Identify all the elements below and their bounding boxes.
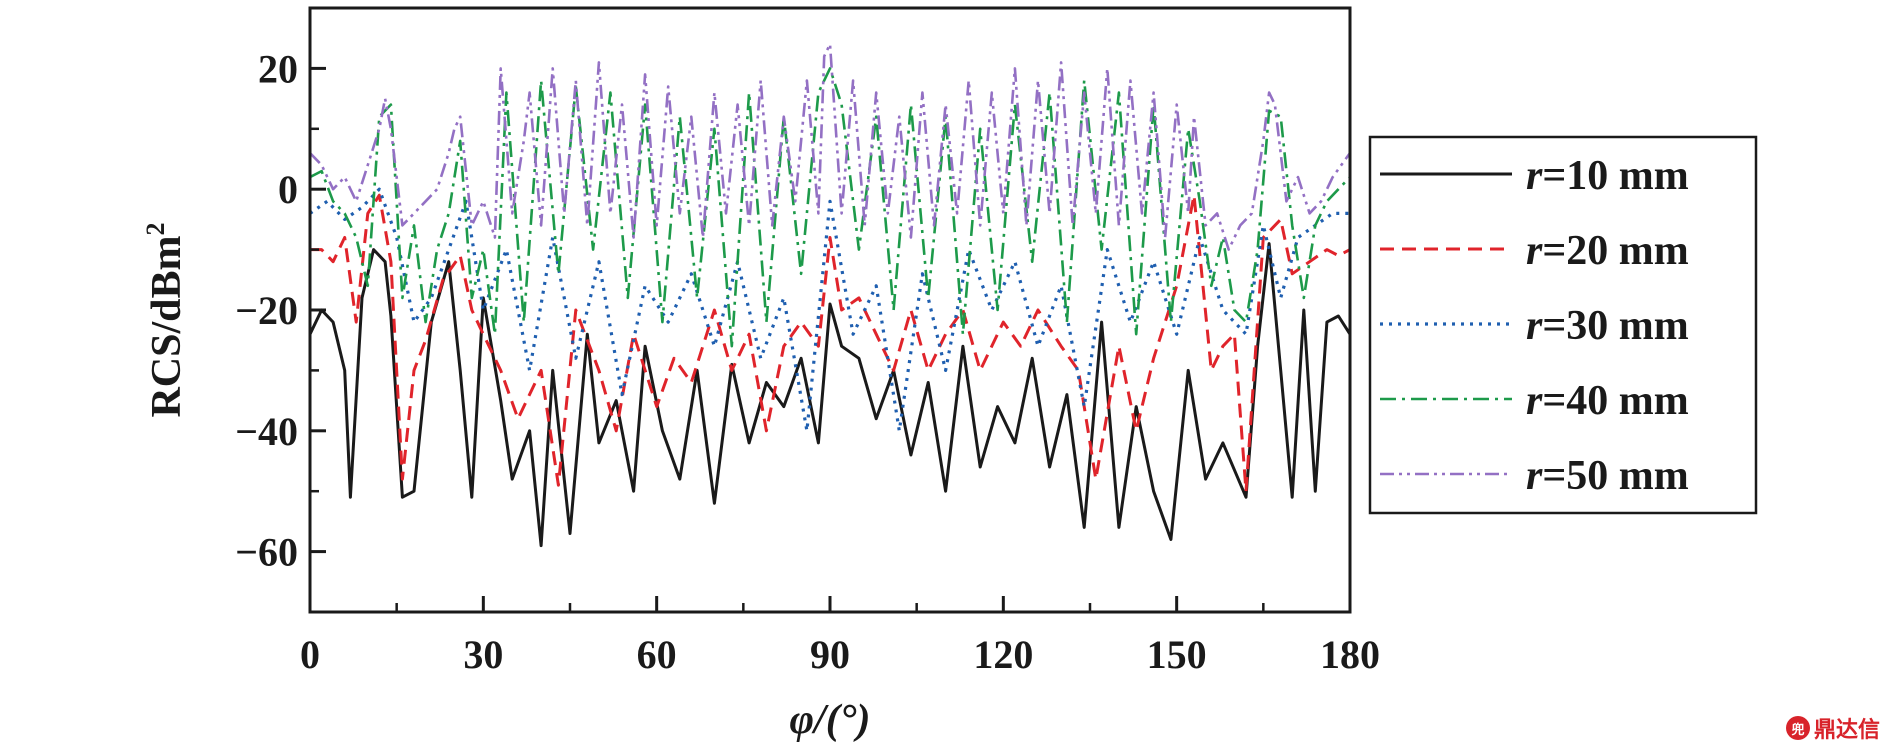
x-axis-label: φ/(°) — [789, 697, 870, 743]
legend-item-5: r=50 mm — [1380, 453, 1689, 499]
y-tick-label: −40 — [235, 409, 298, 454]
y-tick-label: 0 — [278, 167, 298, 212]
x-tick-label: 180 — [1320, 632, 1380, 677]
y-tick-label: −60 — [235, 530, 298, 575]
x-tick-label: 30 — [463, 632, 503, 677]
legend-label: r=40 mm — [1526, 378, 1689, 424]
legend-item-2: r=20 mm — [1380, 228, 1689, 274]
y-axis-label-superscript: 2 — [141, 222, 170, 235]
legend-item-3: r=30 mm — [1380, 303, 1689, 349]
legend-item-4: r=40 mm — [1380, 378, 1689, 424]
watermark: 兜 鼎达信 — [1785, 712, 1880, 744]
watermark-seal-icon: 兜 — [1785, 716, 1810, 740]
y-axis-label-text: RCS/dBm — [144, 235, 190, 417]
x-tick-label: 0 — [300, 632, 320, 677]
y-tick-label: 20 — [258, 46, 298, 91]
x-tick-label: 150 — [1147, 632, 1207, 677]
legend-label: r=10 mm — [1526, 153, 1689, 199]
y-axis-label: RCS/dBm2 — [141, 222, 190, 417]
x-tick-label: 120 — [973, 632, 1033, 677]
legend-label: r=50 mm — [1526, 453, 1689, 499]
watermark-text: 鼎达信 — [1813, 718, 1880, 743]
series-line-4 — [310, 67, 1350, 348]
series-line-5 — [310, 42, 1350, 251]
legend-label: r=30 mm — [1526, 303, 1689, 349]
series-line-2 — [310, 193, 1350, 493]
y-tick-label: −20 — [235, 288, 298, 333]
x-tick-label: 60 — [637, 632, 677, 677]
legend-items: r=10 mm r=20 mm r=30 mm r=40 mm r=50 mm — [1380, 153, 1689, 499]
ticks-layer: 0 30 60 90 120 150 180 −60 −40 −20 0 20 — [235, 6, 1380, 677]
legend: r=10 mm r=20 mm r=30 mm r=40 mm r=50 mm — [1368, 135, 1758, 515]
legend-label: r=20 mm — [1526, 228, 1689, 274]
series-layer — [310, 42, 1350, 548]
legend-item-1: r=10 mm — [1380, 153, 1689, 199]
x-tick-label: 90 — [810, 632, 850, 677]
series-line-3 — [310, 187, 1350, 433]
